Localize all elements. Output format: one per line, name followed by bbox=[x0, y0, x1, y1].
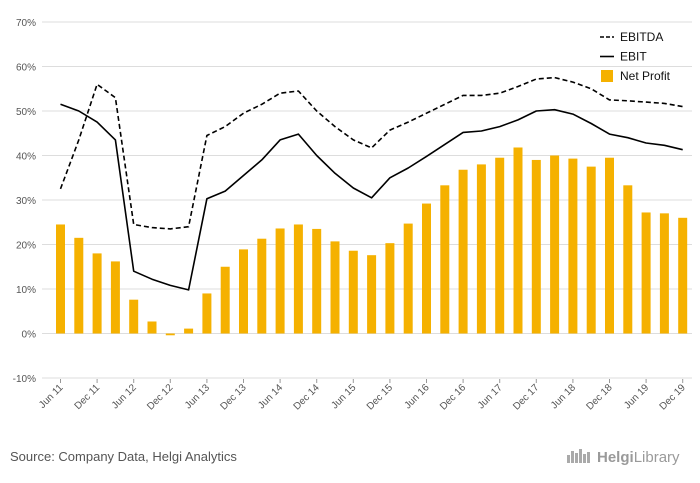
city-skyline-icon bbox=[566, 447, 592, 467]
net-profit-bar bbox=[476, 164, 486, 334]
net-profit-bar bbox=[605, 157, 614, 334]
legend-label-ebitda: EBITDA bbox=[620, 30, 663, 44]
x-tick-label: Jun 18 bbox=[549, 382, 578, 411]
net-profit-bar bbox=[257, 238, 267, 334]
net-profit-bar bbox=[678, 217, 688, 334]
y-tick-label: 0% bbox=[22, 330, 37, 341]
x-tick-label: Jun 15 bbox=[329, 382, 358, 411]
net-profit-bar bbox=[202, 293, 212, 334]
net-profit-bar bbox=[531, 159, 541, 334]
line-series bbox=[59, 76, 683, 291]
net-profit-bar bbox=[403, 223, 413, 334]
legend-label-net-profit: Net Profit bbox=[620, 69, 671, 83]
ebit-line bbox=[60, 103, 683, 291]
net-profit-bar bbox=[239, 249, 248, 334]
x-tick-label: Dec 12 bbox=[145, 382, 175, 412]
net-profit-bar bbox=[623, 185, 633, 334]
x-tick-label: Jun 19 bbox=[622, 382, 651, 411]
net-profit-bar bbox=[220, 266, 230, 334]
net-profit-bars bbox=[56, 147, 688, 336]
net-profit-bar bbox=[458, 169, 468, 334]
net-profit-bar bbox=[550, 155, 560, 334]
y-tick-label: 70% bbox=[16, 18, 36, 29]
net-profit-bar bbox=[110, 261, 120, 334]
net-profit-bar bbox=[165, 333, 175, 336]
x-tick-label: Dec 14 bbox=[292, 382, 322, 412]
x-tick-label: Dec 13 bbox=[218, 382, 248, 412]
x-tick-label: Jun 14 bbox=[256, 382, 285, 411]
net-profit-bar bbox=[293, 224, 303, 334]
net-profit-bar bbox=[348, 250, 358, 334]
brand-name-prefix: Helgi bbox=[597, 448, 634, 466]
net-profit-bar bbox=[56, 224, 65, 334]
x-tick-label: Jun 13 bbox=[183, 382, 212, 411]
net-profit-bar bbox=[385, 243, 395, 334]
net-profit-bar bbox=[495, 157, 505, 334]
x-tick-label: Dec 16 bbox=[438, 382, 468, 412]
net-profit-bar bbox=[440, 185, 450, 334]
x-tick-label: Jun 16 bbox=[403, 382, 432, 411]
net-profit-bar bbox=[312, 228, 322, 334]
net-profit-bar bbox=[330, 241, 340, 334]
legend: EBITDA EBIT Net Profit bbox=[600, 30, 671, 83]
y-tick-label: 30% bbox=[16, 196, 36, 207]
net-profit-bar bbox=[568, 158, 578, 334]
y-tick-label: 60% bbox=[16, 63, 36, 74]
legend-swatch-net-profit bbox=[601, 70, 613, 82]
x-tick-label: Dec 19 bbox=[658, 382, 688, 412]
y-tick-label: 10% bbox=[16, 285, 36, 296]
net-profit-bar bbox=[129, 299, 139, 334]
net-profit-bar bbox=[513, 147, 523, 334]
x-tick-label: Jun 11 bbox=[37, 382, 66, 411]
ebitda-line bbox=[59, 76, 683, 230]
y-tick-label: 20% bbox=[16, 241, 36, 252]
net-profit-bar bbox=[422, 203, 431, 334]
x-tick-label: Dec 11 bbox=[73, 382, 103, 412]
net-profit-bar bbox=[92, 253, 102, 334]
x-tick-label: Dec 17 bbox=[511, 382, 541, 412]
net-profit-bar bbox=[275, 228, 285, 334]
brand-name-suffix: Library bbox=[633, 448, 680, 466]
y-axis-ticks: -10% 0% 10% 20% 30% 40% 50% 60% 70% bbox=[13, 18, 36, 385]
legend-label-ebit: EBIT bbox=[620, 50, 647, 64]
y-tick-label: 50% bbox=[16, 107, 36, 118]
brand-logo: Helgi Library bbox=[566, 447, 680, 467]
net-profit-bar bbox=[367, 255, 377, 334]
net-profit-bar bbox=[147, 321, 157, 334]
y-tick-label: 40% bbox=[16, 152, 36, 163]
net-profit-bar bbox=[641, 212, 651, 334]
x-tick-label: Dec 18 bbox=[584, 382, 614, 412]
chart: -10% 0% 10% 20% 30% 40% 50% 60% 70% Jun 11 Dec 11… bbox=[13, 18, 692, 413]
y-tick-label: -10% bbox=[13, 374, 36, 385]
x-axis-ticks: Jun 11 Dec 11 Jun 12 Dec 12 Jun 13 Dec 13 Jun … bbox=[37, 379, 688, 413]
source-note: Source: Company Data, Helgi Analytics bbox=[10, 449, 237, 464]
net-profit-bar bbox=[659, 213, 669, 334]
net-profit-bar bbox=[184, 328, 194, 334]
x-tick-label: Jun 12 bbox=[110, 382, 139, 411]
x-tick-label: Jun 17 bbox=[476, 382, 505, 411]
net-profit-bar bbox=[74, 237, 84, 334]
x-tick-label: Dec 15 bbox=[365, 382, 395, 412]
net-profit-bar bbox=[586, 166, 596, 334]
